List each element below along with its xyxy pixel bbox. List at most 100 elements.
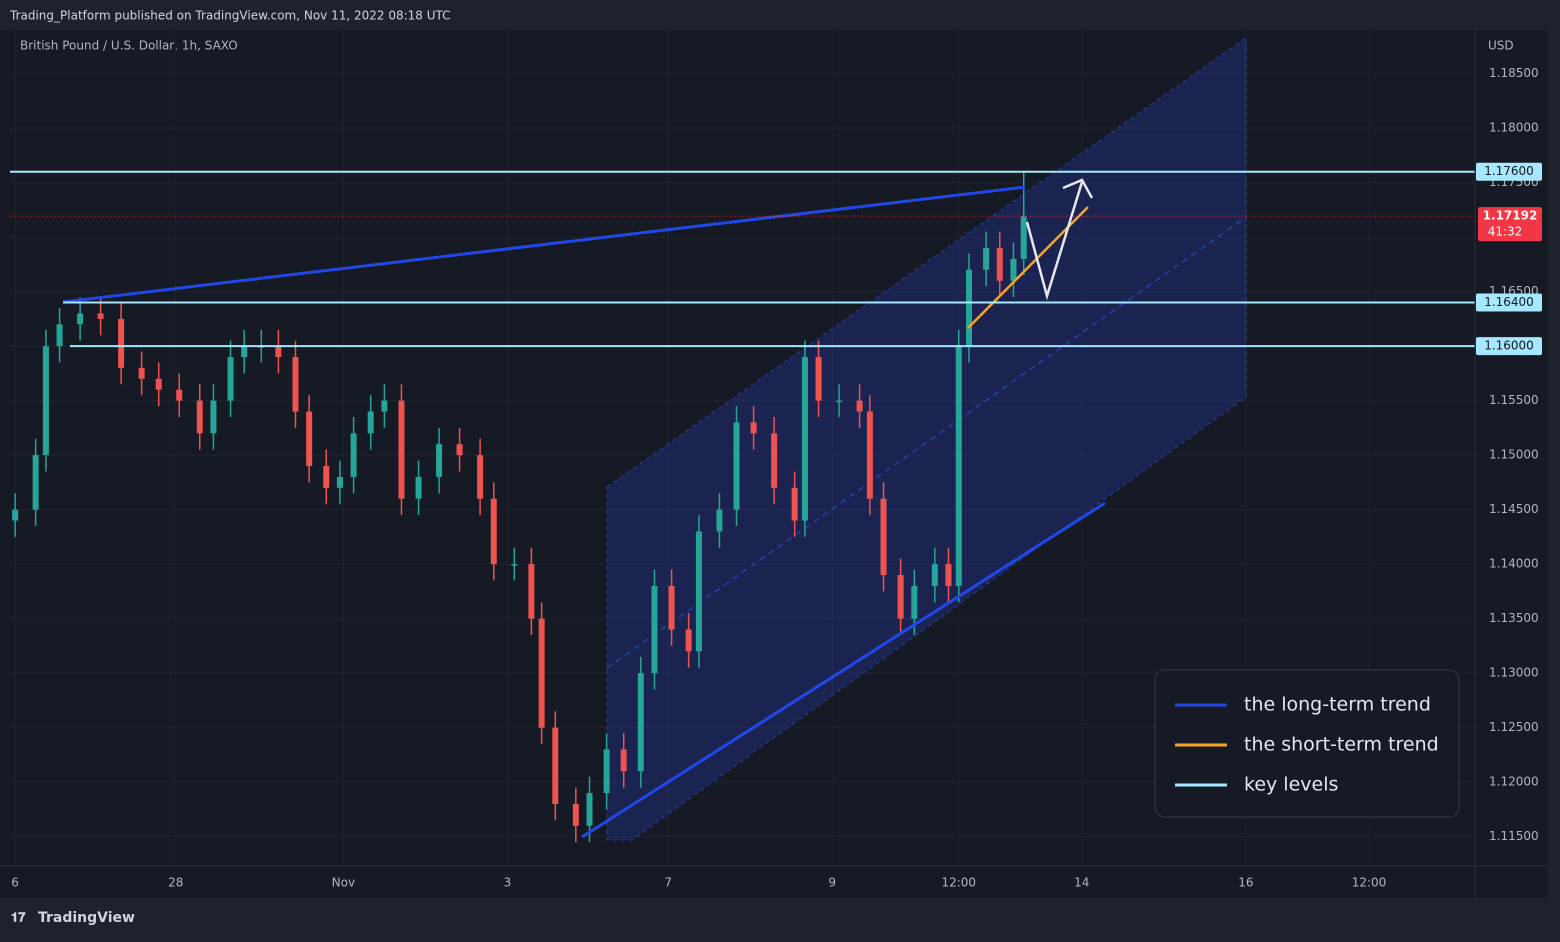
candle-body — [685, 629, 692, 652]
legend-entries: the long-term trend the short-term trend k… — [1175, 694, 1439, 796]
candle-body — [436, 444, 443, 477]
candle-body — [306, 411, 313, 467]
currency: USD — [1488, 39, 1514, 53]
candle-body — [983, 248, 990, 270]
key-level-tag — [1476, 293, 1542, 312]
candle-body — [955, 346, 962, 586]
y-tick-label: 1.12000 — [1489, 775, 1539, 789]
long-term-trend — [581, 501, 1106, 839]
candle-body — [1020, 216, 1027, 259]
candle-body — [771, 433, 778, 488]
key-level-tag — [1476, 162, 1542, 181]
y-tick-label: 1.14500 — [1489, 502, 1539, 516]
y-tick-label: 1.13500 — [1489, 611, 1539, 625]
candle-body — [118, 318, 125, 368]
y-tick-label: 1.11500 — [1489, 829, 1539, 843]
candle-body — [750, 422, 757, 434]
candle-body — [528, 564, 535, 619]
channel — [606, 37, 1247, 841]
candle-body — [637, 673, 644, 772]
candle-body — [572, 803, 579, 826]
candle-body — [138, 367, 145, 379]
candle-body — [155, 378, 162, 390]
x-tick-label: 3 — [504, 876, 512, 890]
candle-body — [651, 585, 658, 674]
key-level-label: 1.16400 — [1484, 295, 1534, 309]
legend: the long-term trend the short-term trend k… — [1154, 669, 1460, 818]
brand: TradingView — [38, 910, 135, 926]
published-note: Trading_Platform published on TradingVie… — [9, 9, 451, 23]
candle-body — [897, 575, 904, 619]
candle-body — [815, 357, 822, 401]
candle-body — [716, 509, 723, 532]
candle-body — [586, 793, 593, 826]
legend-box — [1154, 669, 1460, 818]
candle-body — [227, 357, 234, 401]
x-tick-label: 16 — [1238, 876, 1253, 890]
last-price-tag — [1478, 207, 1542, 242]
candle-body — [477, 455, 484, 499]
candle-body — [836, 400, 843, 403]
candle-body — [966, 269, 973, 347]
candle-body — [511, 564, 518, 566]
symbol-title: British Pound / U.S. Dollar, 1h, SAXO — [20, 39, 238, 53]
last-price-label: 1.17192 — [1483, 209, 1538, 223]
candle-body — [292, 357, 299, 412]
x-tick-label: 12:00 — [941, 876, 976, 890]
candle-body — [603, 749, 610, 794]
candle-body — [945, 564, 952, 586]
y-tick-label: 1.14000 — [1489, 557, 1539, 571]
x-tick-label: 14 — [1074, 876, 1089, 890]
key-level-label: 1.17600 — [1484, 164, 1534, 178]
brand-logo: 𝟏𝟕 — [11, 911, 26, 926]
legend-label: key levels — [1244, 774, 1338, 796]
projection-arrow — [1025, 181, 1084, 301]
candle-body — [367, 411, 374, 434]
candle-body — [323, 466, 330, 488]
candle-body — [538, 618, 545, 728]
candle-body — [733, 422, 740, 510]
candles — [12, 171, 1027, 843]
channel-midline — [606, 216, 1247, 669]
candle-body — [12, 509, 19, 521]
key-level-label: 1.16000 — [1484, 339, 1534, 353]
candle-body — [56, 324, 63, 347]
candle-body — [695, 531, 702, 652]
x-tick-label: Nov — [332, 876, 355, 890]
candle-body — [176, 389, 183, 401]
y-tick-label: 1.12500 — [1489, 720, 1539, 734]
candle-body — [490, 498, 497, 565]
candle-body — [336, 476, 343, 488]
x-tick-label: 6 — [11, 876, 19, 890]
candle-body — [196, 400, 203, 434]
candle-body — [880, 498, 887, 576]
candle-body — [415, 476, 422, 499]
candle-body — [552, 727, 559, 804]
candle-body — [275, 346, 282, 358]
candle-body — [32, 455, 39, 510]
candle-body — [381, 400, 388, 412]
y-tick-label: 1.18500 — [1489, 66, 1539, 80]
candle-body — [77, 313, 84, 325]
x-tick-label: 12:00 — [1352, 876, 1387, 890]
y-tick-label: 1.18000 — [1489, 121, 1539, 135]
arrow-head — [1062, 178, 1094, 199]
candle-body — [97, 313, 104, 319]
candle-body — [1010, 258, 1017, 281]
x-tick-label: 9 — [828, 876, 836, 890]
candle-body — [931, 564, 938, 586]
key-level-tag — [1476, 337, 1542, 356]
x-tick-label: 28 — [168, 876, 183, 890]
countdown: 41:32 — [1488, 225, 1523, 239]
candle-body — [996, 248, 1003, 281]
y-tick-label: 1.13000 — [1489, 666, 1539, 680]
candle-body — [350, 433, 357, 477]
candle-body — [241, 346, 248, 358]
candle-body — [620, 749, 627, 772]
long-term-trend — [62, 185, 1026, 304]
legend-label: the short-term trend — [1244, 734, 1439, 756]
candle-body — [856, 400, 863, 412]
y-tick-label: 1.15500 — [1489, 393, 1539, 407]
